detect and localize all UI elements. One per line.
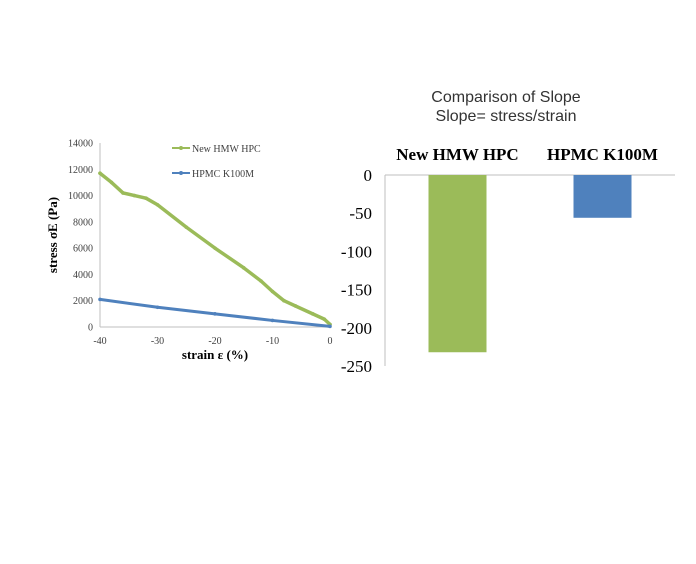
data-point bbox=[98, 297, 102, 302]
bar-chart: Comparison of Slope Slope= stress/strain… bbox=[341, 89, 675, 376]
data-point bbox=[270, 318, 275, 323]
data-point bbox=[121, 191, 125, 195]
bar-chart-subtitle: Slope= stress/strain bbox=[436, 108, 577, 125]
legend-marker-new-hmw-hpc bbox=[179, 146, 183, 150]
series-line-new-hmw-hpc bbox=[98, 171, 332, 327]
line-series-group bbox=[98, 171, 332, 329]
data-point bbox=[282, 298, 286, 303]
line-x-tick-label: -30 bbox=[151, 336, 164, 347]
bar-y-tick-labels: 0 -50 -100 -150 -200 -250 bbox=[341, 166, 372, 376]
data-point bbox=[144, 196, 148, 200]
bar-chart-title: Comparison of Slope bbox=[431, 89, 581, 106]
data-point bbox=[241, 266, 246, 270]
bar-y-tick-label: 0 bbox=[364, 166, 373, 185]
bar-y-tick-label: -100 bbox=[341, 242, 372, 261]
data-point bbox=[328, 324, 332, 329]
data-point bbox=[109, 180, 114, 185]
line-x-tick-label: -20 bbox=[208, 336, 221, 347]
line-y-tick-label: 8000 bbox=[73, 217, 93, 228]
bar-y-tick-label: -150 bbox=[341, 281, 372, 300]
bar-y-tick-label: -50 bbox=[349, 204, 372, 223]
bar-category-label: New HMW HPC bbox=[396, 145, 518, 164]
data-point bbox=[98, 171, 102, 176]
line-y-tick-labels: 0 2000 4000 6000 8000 10000 12000 14000 bbox=[68, 139, 93, 334]
legend-label-new-hmw-hpc: New HMW HPC bbox=[192, 144, 261, 155]
line-y-axis-label: stress σE (Pa) bbox=[45, 197, 60, 273]
bar-y-tick-label: -200 bbox=[341, 319, 372, 338]
data-point bbox=[310, 312, 315, 316]
legend-label-hpmc-k100m: HPMC K100M bbox=[192, 169, 254, 180]
bar-category-label: HPMC K100M bbox=[547, 145, 658, 164]
line-y-tick-label: 2000 bbox=[73, 296, 93, 307]
line-x-tick-label: 0 bbox=[328, 336, 333, 347]
line-x-axis-label: strain ε (%) bbox=[182, 347, 248, 362]
line-legend: New HMW HPC HPMC K100M bbox=[172, 144, 261, 180]
bar-hpmc-k100m bbox=[573, 175, 632, 218]
data-point bbox=[322, 317, 327, 321]
line-y-tick-label: 4000 bbox=[73, 270, 93, 281]
data-point bbox=[259, 279, 263, 283]
data-point bbox=[155, 202, 160, 207]
data-point bbox=[184, 225, 189, 229]
data-point bbox=[213, 246, 217, 250]
line-y-tick-label: 12000 bbox=[68, 165, 93, 176]
line-y-tick-label: 6000 bbox=[73, 244, 93, 255]
data-point bbox=[155, 305, 160, 310]
legend-marker-hpmc-k100m bbox=[179, 171, 183, 175]
bar-category-labels: New HMW HPC HPMC K100M bbox=[396, 145, 658, 164]
line-x-tick-label: -40 bbox=[93, 336, 106, 347]
line-y-tick-label: 10000 bbox=[68, 191, 93, 202]
line-y-tick-label: 14000 bbox=[68, 139, 93, 150]
bar-new-hmw-hpc bbox=[428, 175, 487, 353]
data-point bbox=[213, 312, 217, 316]
line-x-tick-label: -10 bbox=[266, 336, 279, 347]
bar-bars-group bbox=[428, 175, 632, 353]
line-y-tick-label: 0 bbox=[88, 323, 93, 334]
data-point bbox=[132, 193, 137, 198]
line-x-tick-labels: -40 -30 -20 -10 0 bbox=[93, 336, 332, 347]
bar-y-tick-label: -250 bbox=[341, 357, 372, 376]
data-point bbox=[270, 289, 275, 294]
data-point bbox=[293, 304, 298, 308]
